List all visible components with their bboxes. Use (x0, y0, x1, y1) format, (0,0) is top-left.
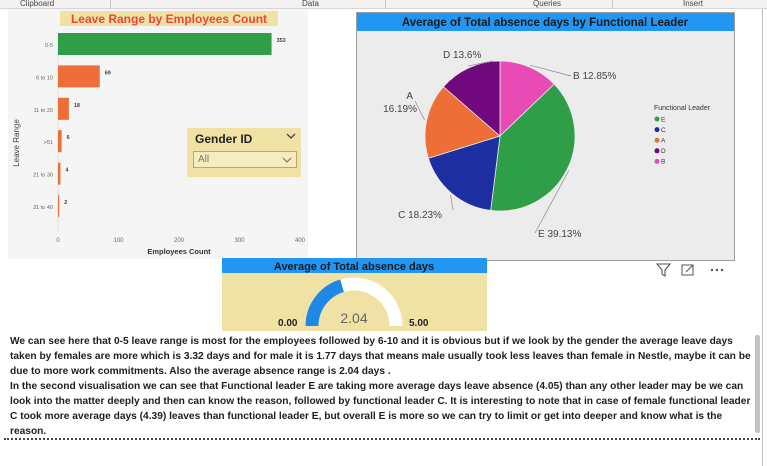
gender-dropdown-value: All (198, 154, 210, 165)
narrative-paragraph-1: We can see here that 0-5 leave range is … (10, 336, 751, 377)
ribbon-group-clipboard[interactable]: Clipboard (20, 0, 55, 8)
bar-category-label: 21 to 30 (33, 173, 53, 179)
bar-category-label: 11 to 20 (34, 108, 53, 114)
pie-data-label-e: E 39.13% (538, 229, 581, 240)
canvas-edge-divider (762, 9, 763, 466)
pie-legend-label-b[interactable]: B (661, 159, 665, 166)
ribbon-group-data[interactable]: Data (302, 0, 319, 8)
ribbon-group-insert[interactable]: Insert (683, 0, 704, 8)
pie-legend-marker-d (654, 148, 660, 154)
pie-data-label-b: B 12.85% (573, 71, 616, 82)
pie-leader-line (450, 194, 454, 211)
pie-data-label-a: 16.19% (383, 104, 417, 115)
bar-x-tick-label: 100 (113, 238, 124, 244)
bar-category-label: 6 to 10 (36, 75, 53, 81)
pie-legend-marker-c (654, 127, 660, 133)
bar-data-label: 2 (64, 200, 67, 206)
bar-1[interactable] (58, 33, 272, 55)
gauge-svg: Average of Total absence days 0.00 5.00 … (222, 258, 487, 329)
bar-4[interactable] (58, 130, 62, 153)
bar-category-label: 0-5 (45, 43, 53, 49)
pie-legend-marker-e (654, 116, 660, 122)
pie-chart-title-band (357, 13, 734, 31)
pie-leader-line (468, 60, 494, 67)
bar-data-label: 6 (67, 135, 70, 141)
pie-leader-line (414, 100, 425, 121)
pie-slice-c[interactable] (427, 135, 501, 211)
chevron-down-icon[interactable] (285, 130, 297, 142)
gender-dropdown[interactable]: All (193, 151, 297, 168)
pie-slice-e[interactable] (490, 83, 576, 212)
bar-chart-y-axis-title: Leave Range (12, 119, 21, 167)
pie-chart-svg: Average of Total absence days by Functio… (357, 13, 734, 240)
textbox-dotted-border (4, 438, 760, 440)
pie-legend-marker-b (654, 158, 660, 164)
pie-slice-b[interactable] (499, 60, 555, 137)
pie-data-label-d: D 13.6% (443, 50, 481, 61)
gender-slicer-title: Gender ID (195, 132, 253, 146)
bar-6[interactable] (58, 195, 60, 217)
pie-chart-title: Average of Total absence days by Functio… (402, 17, 689, 29)
pie-legend-label-a[interactable]: A (661, 138, 666, 145)
bar-3[interactable] (58, 97, 69, 120)
pie-chart-visual[interactable]: Average of Total absence days by Functio… (356, 12, 735, 261)
gauge-fill (305, 279, 345, 327)
bar-chart-visual[interactable]: Leave Range by Employees Count Leave Ran… (8, 9, 308, 259)
bar-category-label: >51 (44, 140, 53, 146)
narrative-textbox[interactable]: We can see here that 0-5 leave range is … (10, 334, 752, 439)
pie-slice-a[interactable] (424, 86, 501, 159)
gauge-min-label: 0.00 (278, 318, 298, 329)
bar-chart-x-axis-title: Employees Count (147, 247, 211, 256)
gauge-title: Average of Total absence days (274, 261, 434, 273)
bar-data-label: 353 (277, 38, 286, 44)
pie-slice-d[interactable] (442, 60, 501, 137)
more-options-icon[interactable] (710, 268, 724, 272)
bar-x-tick-label: 200 (174, 238, 185, 244)
bar-chart-title-band (60, 11, 278, 26)
bar-chart-svg: Leave Range by Employees Count Leave Ran… (12, 11, 306, 256)
gauge-max-label: 5.00 (409, 318, 429, 329)
filter-icon[interactable] (655, 263, 672, 278)
pie-category-label-a: A (406, 91, 413, 102)
pie-data-label-c: C 18.23% (398, 210, 442, 221)
bar-data-label: 4 (65, 168, 69, 174)
bar-data-label: 69 (105, 70, 111, 76)
narrative-scrollbar[interactable] (755, 335, 760, 433)
narrative-paragraph-2: In the second visualisation we can see t… (10, 381, 751, 437)
bar-category-label: 31 to 40 (33, 205, 53, 211)
bar-x-tick-label: 0 (56, 238, 60, 244)
focus-mode-icon[interactable] (681, 264, 694, 276)
gauge-value-label: 2.04 (340, 310, 367, 326)
pie-leader-line (534, 170, 570, 234)
gender-slicer[interactable]: Gender ID All (187, 128, 301, 177)
visual-toolbar (655, 262, 726, 278)
bar-data-label: 18 (74, 103, 80, 109)
ribbon-group-queries[interactable]: Queries (533, 0, 562, 8)
bar-2[interactable] (58, 65, 100, 88)
pie-legend-label-e[interactable]: E (661, 116, 666, 123)
dropdown-chevron-icon (282, 157, 292, 163)
gauge-visual[interactable]: Average of Total absence days 0.00 5.00 … (222, 258, 487, 331)
ribbon-strip: Clipboard Data Queries Insert (0, 0, 767, 9)
bar-x-tick-label: 400 (295, 238, 306, 244)
pie-legend-label-d[interactable]: D (661, 148, 666, 155)
bar-5[interactable] (58, 162, 61, 185)
pie-legend-marker-a (654, 137, 660, 143)
pie-leader-line (530, 64, 572, 77)
bar-chart-title: Leave Range by Employees Count (71, 12, 267, 26)
pie-legend-title: Functional Leader (654, 105, 711, 112)
gauge-title-band (222, 258, 487, 273)
pie-legend-label-c[interactable]: C (661, 127, 666, 134)
bar-x-tick-label: 300 (234, 238, 245, 244)
